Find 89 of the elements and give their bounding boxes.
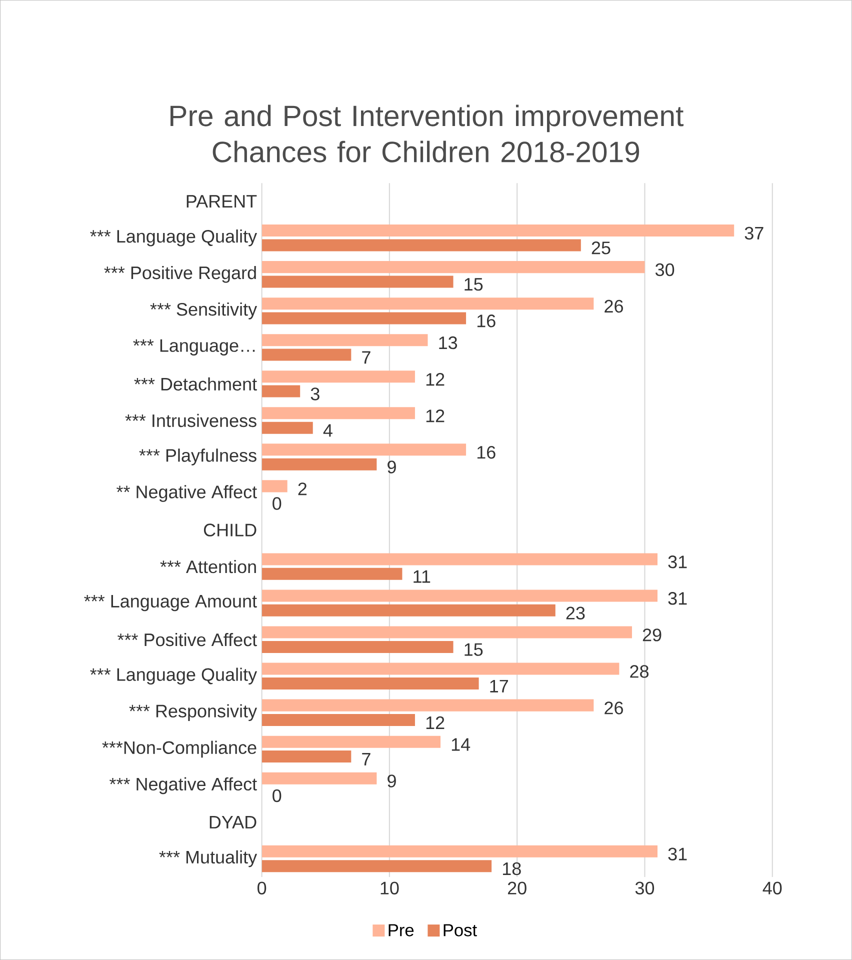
bar (262, 750, 352, 763)
y-tick-label: *** Positive Affect (118, 632, 258, 646)
data-label: 18 (503, 862, 521, 876)
bar (262, 407, 416, 420)
x-tick-label: 40 (762, 882, 782, 894)
x-tick-label: 0 (258, 882, 266, 894)
bar (262, 662, 620, 675)
y-tick-label: CHILD (204, 524, 256, 536)
y-tick-label: *** Positive Regard (104, 266, 256, 283)
y-tick-label: *** Detachment (134, 377, 257, 391)
bar (262, 385, 300, 398)
bar (262, 276, 454, 288)
x-tick-label: 10 (380, 882, 399, 894)
bar (262, 772, 377, 784)
bar (262, 348, 352, 361)
bar (262, 224, 734, 237)
y-tick-label: *** Playfulness (139, 448, 256, 466)
data-label: 23 (566, 606, 585, 620)
data-label: 0 (272, 789, 282, 802)
data-label: 29 (642, 628, 662, 642)
legend-label: Pre (388, 924, 414, 936)
bar (262, 444, 466, 456)
data-label: 31 (668, 556, 687, 568)
data-label: 0 (272, 497, 282, 510)
data-label: 16 (478, 314, 496, 328)
data-label: 11 (414, 570, 430, 583)
x-tick-label: 30 (635, 882, 654, 894)
bar (262, 604, 556, 616)
bar (262, 626, 632, 638)
data-label: 2 (298, 482, 307, 496)
bar (262, 458, 377, 470)
y-tick-label: *** Attention (160, 560, 256, 574)
bar (262, 640, 454, 653)
bar (262, 736, 441, 748)
data-label: 25 (592, 242, 610, 254)
data-label: 3 (310, 388, 320, 400)
data-label: 37 (744, 226, 764, 240)
y-tick-label: *** Language Quality (90, 668, 258, 685)
data-label: 17 (490, 680, 508, 692)
legend-label: Post (444, 924, 477, 936)
bar (262, 334, 428, 346)
bar (262, 370, 416, 383)
data-label: 7 (362, 752, 370, 766)
bar (262, 860, 492, 872)
y-tick-label: *** Mutuality (159, 850, 258, 868)
y-tick-label: *** Language Quality (90, 229, 258, 246)
bar (262, 239, 581, 252)
data-label: 26 (604, 300, 624, 313)
data-label: 12 (426, 410, 444, 422)
data-label: 9 (388, 460, 396, 474)
bar (262, 590, 658, 602)
data-label: 28 (630, 665, 649, 678)
y-tick-label: *** Negative Affect (110, 777, 258, 794)
y-tick-label: *** Intrusiveness (125, 414, 256, 428)
data-label: 26 (604, 702, 624, 714)
data-label: 16 (478, 446, 496, 459)
bar (262, 845, 658, 858)
data-label: 31 (668, 592, 687, 605)
bar (262, 677, 479, 690)
y-tick-label: PARENT (186, 195, 257, 208)
bar (262, 553, 658, 566)
data-label: 12 (426, 373, 444, 386)
y-tick-label: *** Sensitivity (150, 302, 258, 320)
bar (262, 714, 416, 726)
data-label: 12 (426, 716, 444, 729)
data-label: 14 (452, 738, 470, 751)
y-tick-label: ** Negative Affect (116, 485, 258, 502)
data-label: 7 (362, 351, 370, 364)
data-label: 15 (464, 643, 483, 656)
bar (262, 568, 402, 580)
bar (262, 699, 594, 712)
chart-title: Pre and Post Intervention improvement Chances for Children 2018-2019 (170, 104, 684, 162)
data-label: 4 (323, 424, 332, 437)
bar (262, 312, 466, 324)
y-tick-label: *** Responsivity (129, 704, 258, 722)
data-label: 30 (656, 263, 674, 276)
bar (262, 422, 313, 434)
y-tick-label: ***Non-Compliance (102, 740, 256, 758)
data-label: 31 (668, 848, 687, 860)
y-tick-label: *** Language Amount (84, 595, 257, 612)
y-tick-label: DYAD (210, 816, 256, 828)
data-label: 9 (388, 774, 396, 788)
bar (262, 298, 594, 310)
data-label: 15 (464, 278, 483, 291)
bar (262, 480, 288, 492)
y-tick-label: *** Language… (133, 339, 255, 356)
bar (262, 261, 645, 274)
data-label: 13 (439, 336, 458, 350)
x-tick-label: 20 (508, 882, 526, 894)
